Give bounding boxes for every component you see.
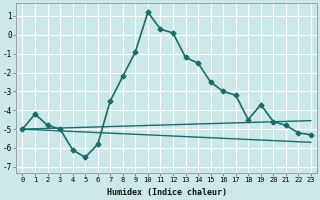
X-axis label: Humidex (Indice chaleur): Humidex (Indice chaleur) [107,188,227,197]
